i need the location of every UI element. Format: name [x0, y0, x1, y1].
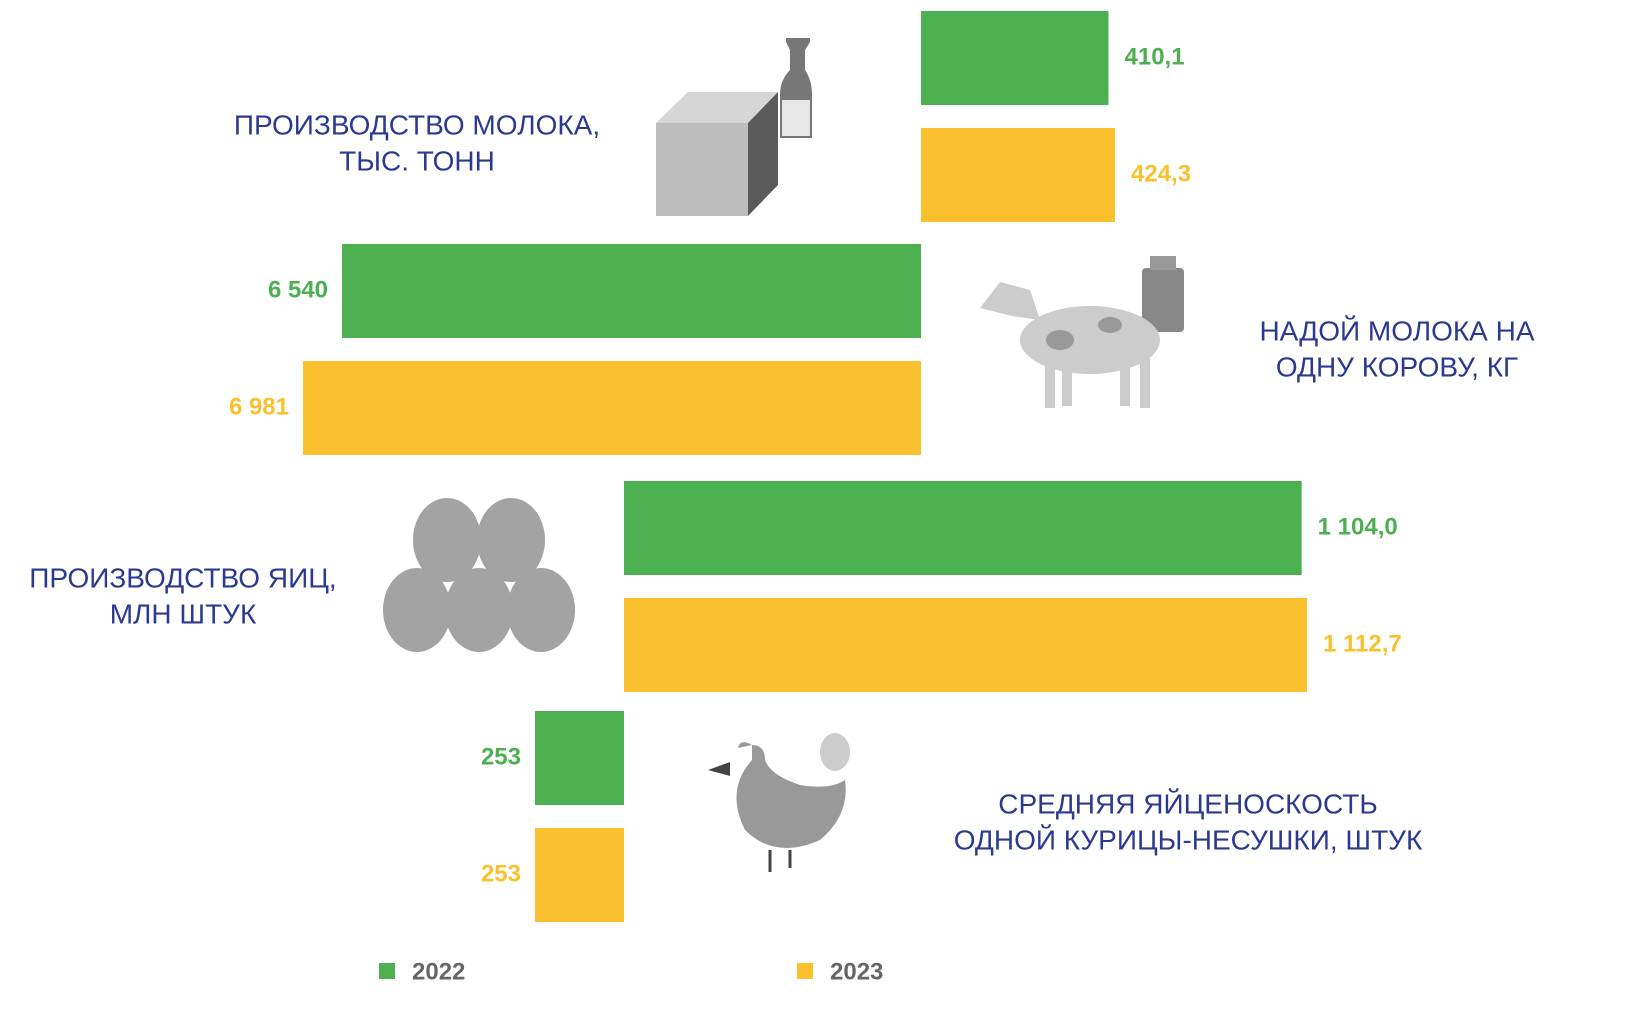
value-label: 410,1 — [1125, 43, 1185, 70]
category-label: ОДНОЙ КУРИЦЫ-НЕСУШКИ, ШТУК — [954, 824, 1423, 855]
category-label: НАДОЙ МОЛОКА НА — [1259, 315, 1534, 346]
chart: ПРОИЗВОДСТВО МОЛОКА, ТЫС. ТОНН 410,1 424,3 Н… — [0, 0, 1631, 1023]
bar — [921, 11, 1109, 105]
value-label: 1 112,7 — [1323, 630, 1402, 657]
bar — [921, 128, 1115, 222]
legend-swatch — [797, 963, 813, 979]
value-label: 6 540 — [268, 276, 328, 303]
cow-icon — [980, 256, 1184, 408]
bar — [303, 361, 921, 455]
eggs-icon — [383, 498, 575, 652]
category-label: ТЫС. ТОНН — [339, 145, 495, 176]
category-label: ПРОИЗВОДСТВО ЯИЦ, — [29, 562, 336, 593]
value-label: 1 104,0 — [1318, 513, 1398, 540]
milk-icon — [656, 38, 812, 216]
legend-swatch — [379, 963, 395, 979]
bar — [535, 711, 624, 805]
category-label: ПРОИЗВОДСТВО МОЛОКА, — [234, 109, 600, 140]
category-label: СРЕДНЯЯ ЯЙЦЕНОСКОСТЬ — [998, 788, 1377, 819]
bar — [535, 828, 624, 922]
category-label: ОДНУ КОРОВУ, КГ — [1276, 351, 1518, 382]
legend-label: 2022 — [412, 958, 465, 985]
value-label: 253 — [481, 860, 521, 887]
value-label: 253 — [481, 743, 521, 770]
bar — [342, 244, 921, 338]
legend-label: 2023 — [830, 958, 883, 985]
category-label: МЛН ШТУК — [110, 598, 257, 629]
bar — [624, 598, 1307, 692]
hen-icon — [708, 733, 850, 872]
value-label: 424,3 — [1131, 160, 1191, 187]
bar — [624, 481, 1302, 575]
value-label: 6 981 — [229, 393, 289, 420]
